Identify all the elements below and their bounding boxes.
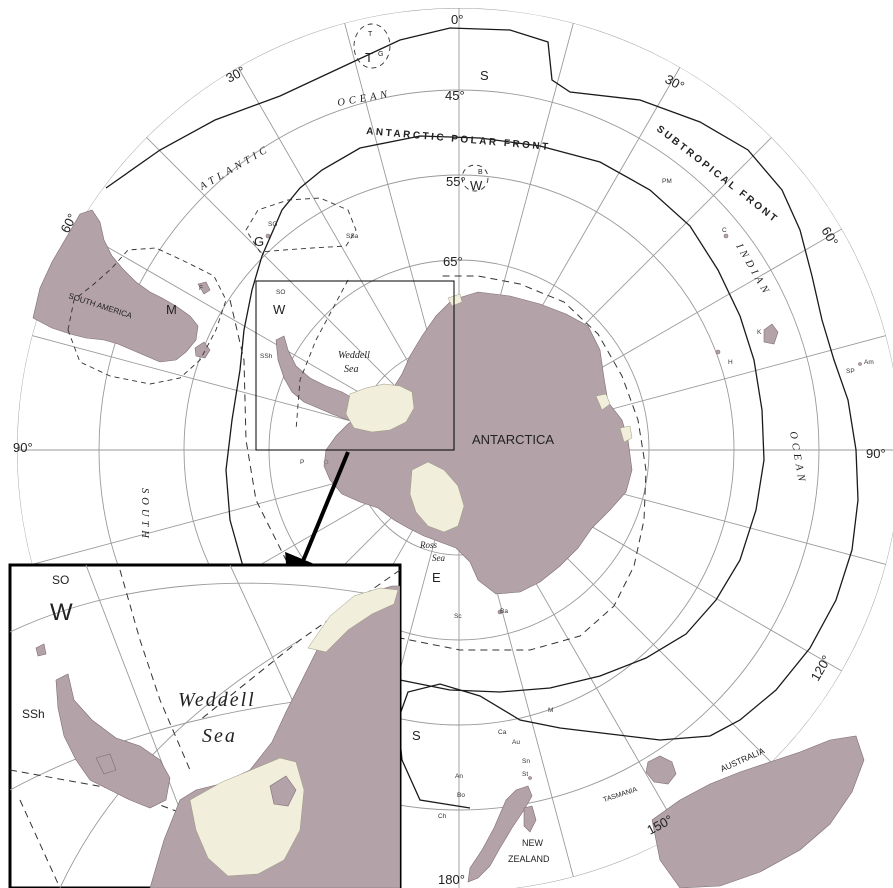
front-labels: ANTARCTIC POLAR FRONT SUBTROPICAL FRONT	[366, 124, 781, 226]
island-PM: PM	[662, 178, 672, 185]
label-lat-45: 45°	[445, 88, 465, 103]
meridian-line	[146, 137, 396, 387]
ross-sea-label-2: Sea	[432, 553, 445, 563]
label-30-left: 30°	[223, 63, 247, 85]
inset-arrow	[285, 451, 350, 597]
meridian-line	[31, 472, 373, 565]
antarctica-label: ANTARCTICA	[472, 432, 554, 447]
region-E: E	[432, 570, 441, 585]
label-lat-65: 65°	[443, 254, 463, 269]
island-Am: Am	[864, 359, 874, 366]
island-P: P	[300, 459, 304, 466]
region-T: T	[365, 50, 373, 65]
small-islands	[265, 233, 862, 780]
region-T-G: G	[378, 51, 383, 58]
label-120: 120°	[808, 653, 834, 684]
region-T-small: T	[368, 31, 373, 38]
island-F: F	[199, 285, 203, 292]
island-SO: SO	[276, 289, 285, 296]
island-Au: Au	[512, 739, 520, 746]
inset-SO: SO	[52, 573, 69, 587]
region-W-65: W	[273, 302, 286, 317]
sea-labels: Weddell Sea Ross Sea	[338, 350, 445, 563]
polar-front-label: ANTARCTIC POLAR FRONT	[366, 126, 551, 153]
island-Ba: Ba	[500, 608, 508, 615]
region-B: B	[478, 169, 483, 176]
meridian-line	[75, 228, 382, 406]
weddell-inset: SO W SSh Weddell Sea	[8, 563, 402, 888]
new-zealand-label-2: ZEALAND	[508, 854, 550, 864]
new-zealand-label-1: NEW	[522, 838, 544, 848]
label-60-right: 60°	[818, 224, 841, 249]
ocean-left-label: OCEAN	[337, 89, 393, 109]
south-label: SOUTH	[139, 488, 150, 542]
island-K: K	[757, 329, 762, 336]
region-S-bottom: S	[412, 728, 421, 743]
label-90-left: 90°	[13, 440, 33, 455]
inset-W: W	[50, 599, 73, 626]
island-Sn: Sn	[522, 758, 530, 765]
region-labels: S T G T B W G M W E S	[166, 31, 489, 743]
island-Ch: Ch	[438, 813, 447, 820]
antarctica-landmass	[275, 291, 633, 595]
weddell-sea-label-1: Weddell	[338, 350, 370, 361]
tasmania-label: TASMANIA	[602, 786, 638, 804]
fronts	[105, 27, 859, 809]
island-SSa: SSa	[346, 233, 359, 240]
island-Sc: Sc	[454, 613, 462, 620]
polar-front-line	[225, 135, 765, 693]
island-St: St	[522, 771, 528, 778]
ross-sea-label-1: Ross	[419, 540, 438, 550]
label-90-right: 90°	[866, 446, 886, 461]
atlantic-label: ATLANTIC	[197, 143, 272, 193]
meridian-line	[344, 22, 437, 364]
island-Bo: Bo	[457, 792, 465, 799]
inset-source-box	[255, 280, 455, 451]
meridian-line	[31, 335, 373, 428]
degree-labels: 0° 30° 30° 60° 60° 90° 90° 120° 150° 180…	[13, 12, 886, 887]
label-0: 0°	[451, 12, 463, 27]
inset-weddell-1: Weddell	[178, 689, 256, 711]
island-H: H	[728, 359, 733, 366]
inset-SSh: SSh	[22, 707, 45, 721]
region-W-55: W	[470, 178, 483, 193]
subtropical-front-line	[105, 27, 859, 809]
weddell-sea-label-2: Sea	[344, 364, 358, 375]
region-S-top: S	[480, 68, 489, 83]
indian-label: INDIAN	[733, 241, 773, 298]
meridian-line	[237, 66, 415, 373]
island-SP: SP	[846, 368, 855, 375]
label-lat-55: 55°	[446, 174, 466, 189]
dashed-boundaries	[67, 23, 647, 651]
inset-weddell-2: Sea	[202, 725, 237, 747]
south-america-landmass	[32, 209, 211, 363]
island-SG: SG	[268, 221, 277, 228]
island-An: An	[455, 773, 463, 780]
australia-landmass	[645, 735, 865, 888]
ocean-right-label: OCEAN	[787, 431, 807, 487]
island-SSh: SSh	[260, 353, 273, 360]
region-M: M	[166, 302, 177, 317]
new-zealand-landmass	[467, 785, 537, 883]
label-180: 180°	[438, 872, 465, 887]
region-G: G	[254, 234, 264, 249]
island-M-mac: M	[548, 707, 553, 714]
island-Ca: Ca	[498, 729, 507, 736]
island-C: C	[722, 227, 727, 234]
island-labels: SG SSa SO SSh F P PM C K H SP Am M Ba Sc…	[199, 178, 874, 820]
